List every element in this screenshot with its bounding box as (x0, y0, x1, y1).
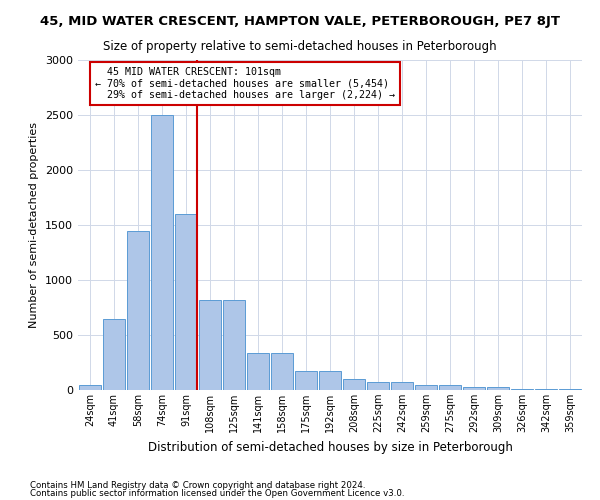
Text: Size of property relative to semi-detached houses in Peterborough: Size of property relative to semi-detach… (103, 40, 497, 53)
Y-axis label: Number of semi-detached properties: Number of semi-detached properties (29, 122, 40, 328)
Bar (535, 389, 557, 390)
Bar (151, 115, 173, 390)
Text: Contains public sector information licensed under the Open Government Licence v3: Contains public sector information licen… (30, 488, 404, 498)
Text: 45 MID WATER CRESCENT: 101sqm
← 70% of semi-detached houses are smaller (5,454)
: 45 MID WATER CRESCENT: 101sqm ← 70% of s… (95, 66, 395, 100)
Bar (127, 230, 149, 390)
Bar (319, 372, 341, 390)
Bar (439, 384, 461, 390)
Bar (223, 300, 245, 390)
Bar (511, 389, 533, 390)
Bar (295, 372, 317, 390)
Bar (247, 352, 269, 390)
Bar (103, 318, 125, 390)
Bar (175, 214, 197, 390)
Bar (199, 300, 221, 390)
X-axis label: Distribution of semi-detached houses by size in Peterborough: Distribution of semi-detached houses by … (148, 440, 512, 454)
Bar (343, 379, 365, 390)
Bar (391, 382, 413, 390)
Bar (79, 384, 101, 390)
Bar (367, 382, 389, 390)
Bar (487, 387, 509, 390)
Text: 45, MID WATER CRESCENT, HAMPTON VALE, PETERBOROUGH, PE7 8JT: 45, MID WATER CRESCENT, HAMPTON VALE, PE… (40, 15, 560, 28)
Bar (271, 352, 293, 390)
Bar (463, 387, 485, 390)
Text: Contains HM Land Registry data © Crown copyright and database right 2024.: Contains HM Land Registry data © Crown c… (30, 481, 365, 490)
Bar (415, 384, 437, 390)
Bar (559, 389, 581, 390)
